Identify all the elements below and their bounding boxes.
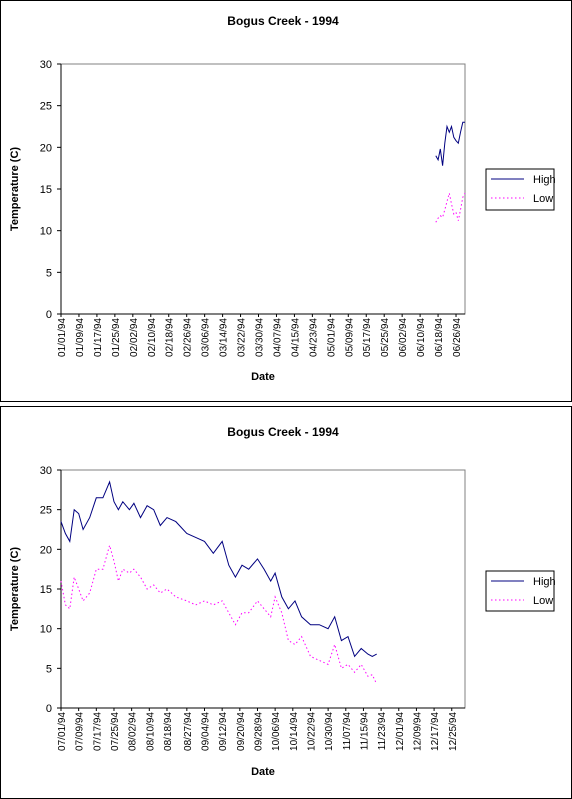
x-tick-label: 07/01/94 xyxy=(57,712,68,751)
y-tick-label: 30 xyxy=(40,465,52,477)
x-tick-label: 04/15/94 xyxy=(290,318,301,357)
x-tick-label: 09/28/94 xyxy=(253,712,264,751)
x-axis-label: Date xyxy=(251,371,275,383)
x-tick-label: 07/25/94 xyxy=(110,712,121,751)
x-tick-label: 02/10/94 xyxy=(147,318,158,357)
x-tick-label: 08/10/94 xyxy=(145,712,156,751)
series-line-low xyxy=(60,543,378,685)
legend-label-high: High xyxy=(533,576,556,588)
x-tick-label: 04/23/94 xyxy=(308,318,319,357)
y-tick-label: 25 xyxy=(40,505,52,517)
x-tick-label: 03/30/94 xyxy=(255,318,266,357)
legend-label-low: Low xyxy=(533,193,553,205)
x-tick-label: 06/10/94 xyxy=(416,318,427,357)
x-tick-label: 11/23/94 xyxy=(377,712,388,751)
x-tick-label: 03/14/94 xyxy=(219,318,230,357)
x-tick-label: 01/25/94 xyxy=(111,318,122,357)
x-tick-label: 05/25/94 xyxy=(380,318,391,357)
x-tick-label: 08/27/94 xyxy=(183,712,194,751)
x-tick-label: 02/26/94 xyxy=(183,318,194,357)
x-tick-label: 08/18/94 xyxy=(163,712,174,751)
chart-panel-first-half: Bogus Creek - 1994 0 5 10 15 20 25 30 Temperatur… xyxy=(0,0,572,402)
y-tick-label: 25 xyxy=(40,101,52,113)
x-tick-label: 03/06/94 xyxy=(201,318,212,357)
chart-svg: Bogus Creek - 1994 0 5 10 15 20 25 30 Temperatur… xyxy=(9,14,556,383)
x-tick-label: 06/26/94 xyxy=(452,318,463,357)
x-tick-label: 01/17/94 xyxy=(93,318,104,357)
x-tick-label: 02/02/94 xyxy=(129,318,140,357)
plot-area xyxy=(60,63,466,315)
x-tick-label: 09/12/94 xyxy=(218,712,229,751)
x-tick-label: 02/18/94 xyxy=(165,318,176,357)
y-tick-label: 0 xyxy=(46,309,52,321)
x-tick-label: 07/17/94 xyxy=(92,712,103,751)
y-axis-label: Temperature (C) xyxy=(9,547,21,631)
series-line-high xyxy=(435,121,465,166)
series-line-low xyxy=(435,192,466,223)
x-axis-label: Date xyxy=(251,766,275,778)
x-tick-label: 12/09/94 xyxy=(412,712,423,751)
legend-box xyxy=(485,570,555,612)
x-tick-label: 01/01/94 xyxy=(57,318,68,357)
x-tick-label: 01/09/94 xyxy=(75,318,86,357)
x-tick-label: 12/17/94 xyxy=(430,712,441,751)
x-tick-label: 12/25/94 xyxy=(448,712,459,751)
x-tick-label: 11/07/94 xyxy=(342,712,353,751)
x-tick-label: 04/07/94 xyxy=(272,318,283,357)
x-tick-label: 06/02/94 xyxy=(398,318,409,357)
x-tick-label: 07/09/94 xyxy=(75,712,86,751)
chart-svg: Bogus Creek - 1994 0 5 10 15 20 25 30 Temperatur… xyxy=(9,425,556,778)
y-tick-label: 5 xyxy=(46,663,52,675)
x-tick-label: 12/01/94 xyxy=(395,712,406,751)
x-tick-label: 09/04/94 xyxy=(200,712,211,751)
y-tick-label: 15 xyxy=(40,584,52,596)
x-tick-label: 05/17/94 xyxy=(362,318,373,357)
plot-area xyxy=(60,469,466,709)
x-tick-label: 10/06/94 xyxy=(271,712,282,751)
x-tick-label: 08/02/94 xyxy=(128,712,139,751)
legend: High Low xyxy=(485,570,556,612)
chart-title: Bogus Creek - 1994 xyxy=(227,425,339,439)
legend-label-low: Low xyxy=(533,595,553,607)
y-tick-label: 20 xyxy=(40,544,52,556)
series-line-high xyxy=(60,480,377,658)
y-tick-label: 20 xyxy=(40,142,52,154)
x-tick-label: 09/20/94 xyxy=(236,712,247,751)
legend-box xyxy=(485,168,555,211)
legend: High Low xyxy=(485,168,556,211)
x-tick-label: 11/15/94 xyxy=(359,712,370,751)
x-tick-label: 06/18/94 xyxy=(434,318,445,357)
y-tick-label: 10 xyxy=(40,226,52,238)
y-tick-label: 30 xyxy=(40,59,52,71)
chart-title: Bogus Creek - 1994 xyxy=(227,14,339,28)
y-tick-label: 0 xyxy=(46,703,52,715)
x-tick-label: 05/09/94 xyxy=(344,318,355,357)
x-tick-label: 10/30/94 xyxy=(324,712,335,751)
y-axis-label: Temperature (C) xyxy=(9,147,21,231)
chart-panel-second-half: Bogus Creek - 1994 0 5 10 15 20 25 30 Temperatur… xyxy=(0,406,572,799)
x-tick-label: 05/01/94 xyxy=(326,318,337,357)
x-tick-label: 10/14/94 xyxy=(289,712,300,751)
x-tick-label: 10/22/94 xyxy=(306,712,317,751)
x-tick-label: 03/22/94 xyxy=(237,318,248,357)
y-tick-label: 5 xyxy=(46,267,52,279)
y-tick-label: 15 xyxy=(40,184,52,196)
legend-label-high: High xyxy=(533,174,556,186)
y-tick-label: 10 xyxy=(40,624,52,636)
